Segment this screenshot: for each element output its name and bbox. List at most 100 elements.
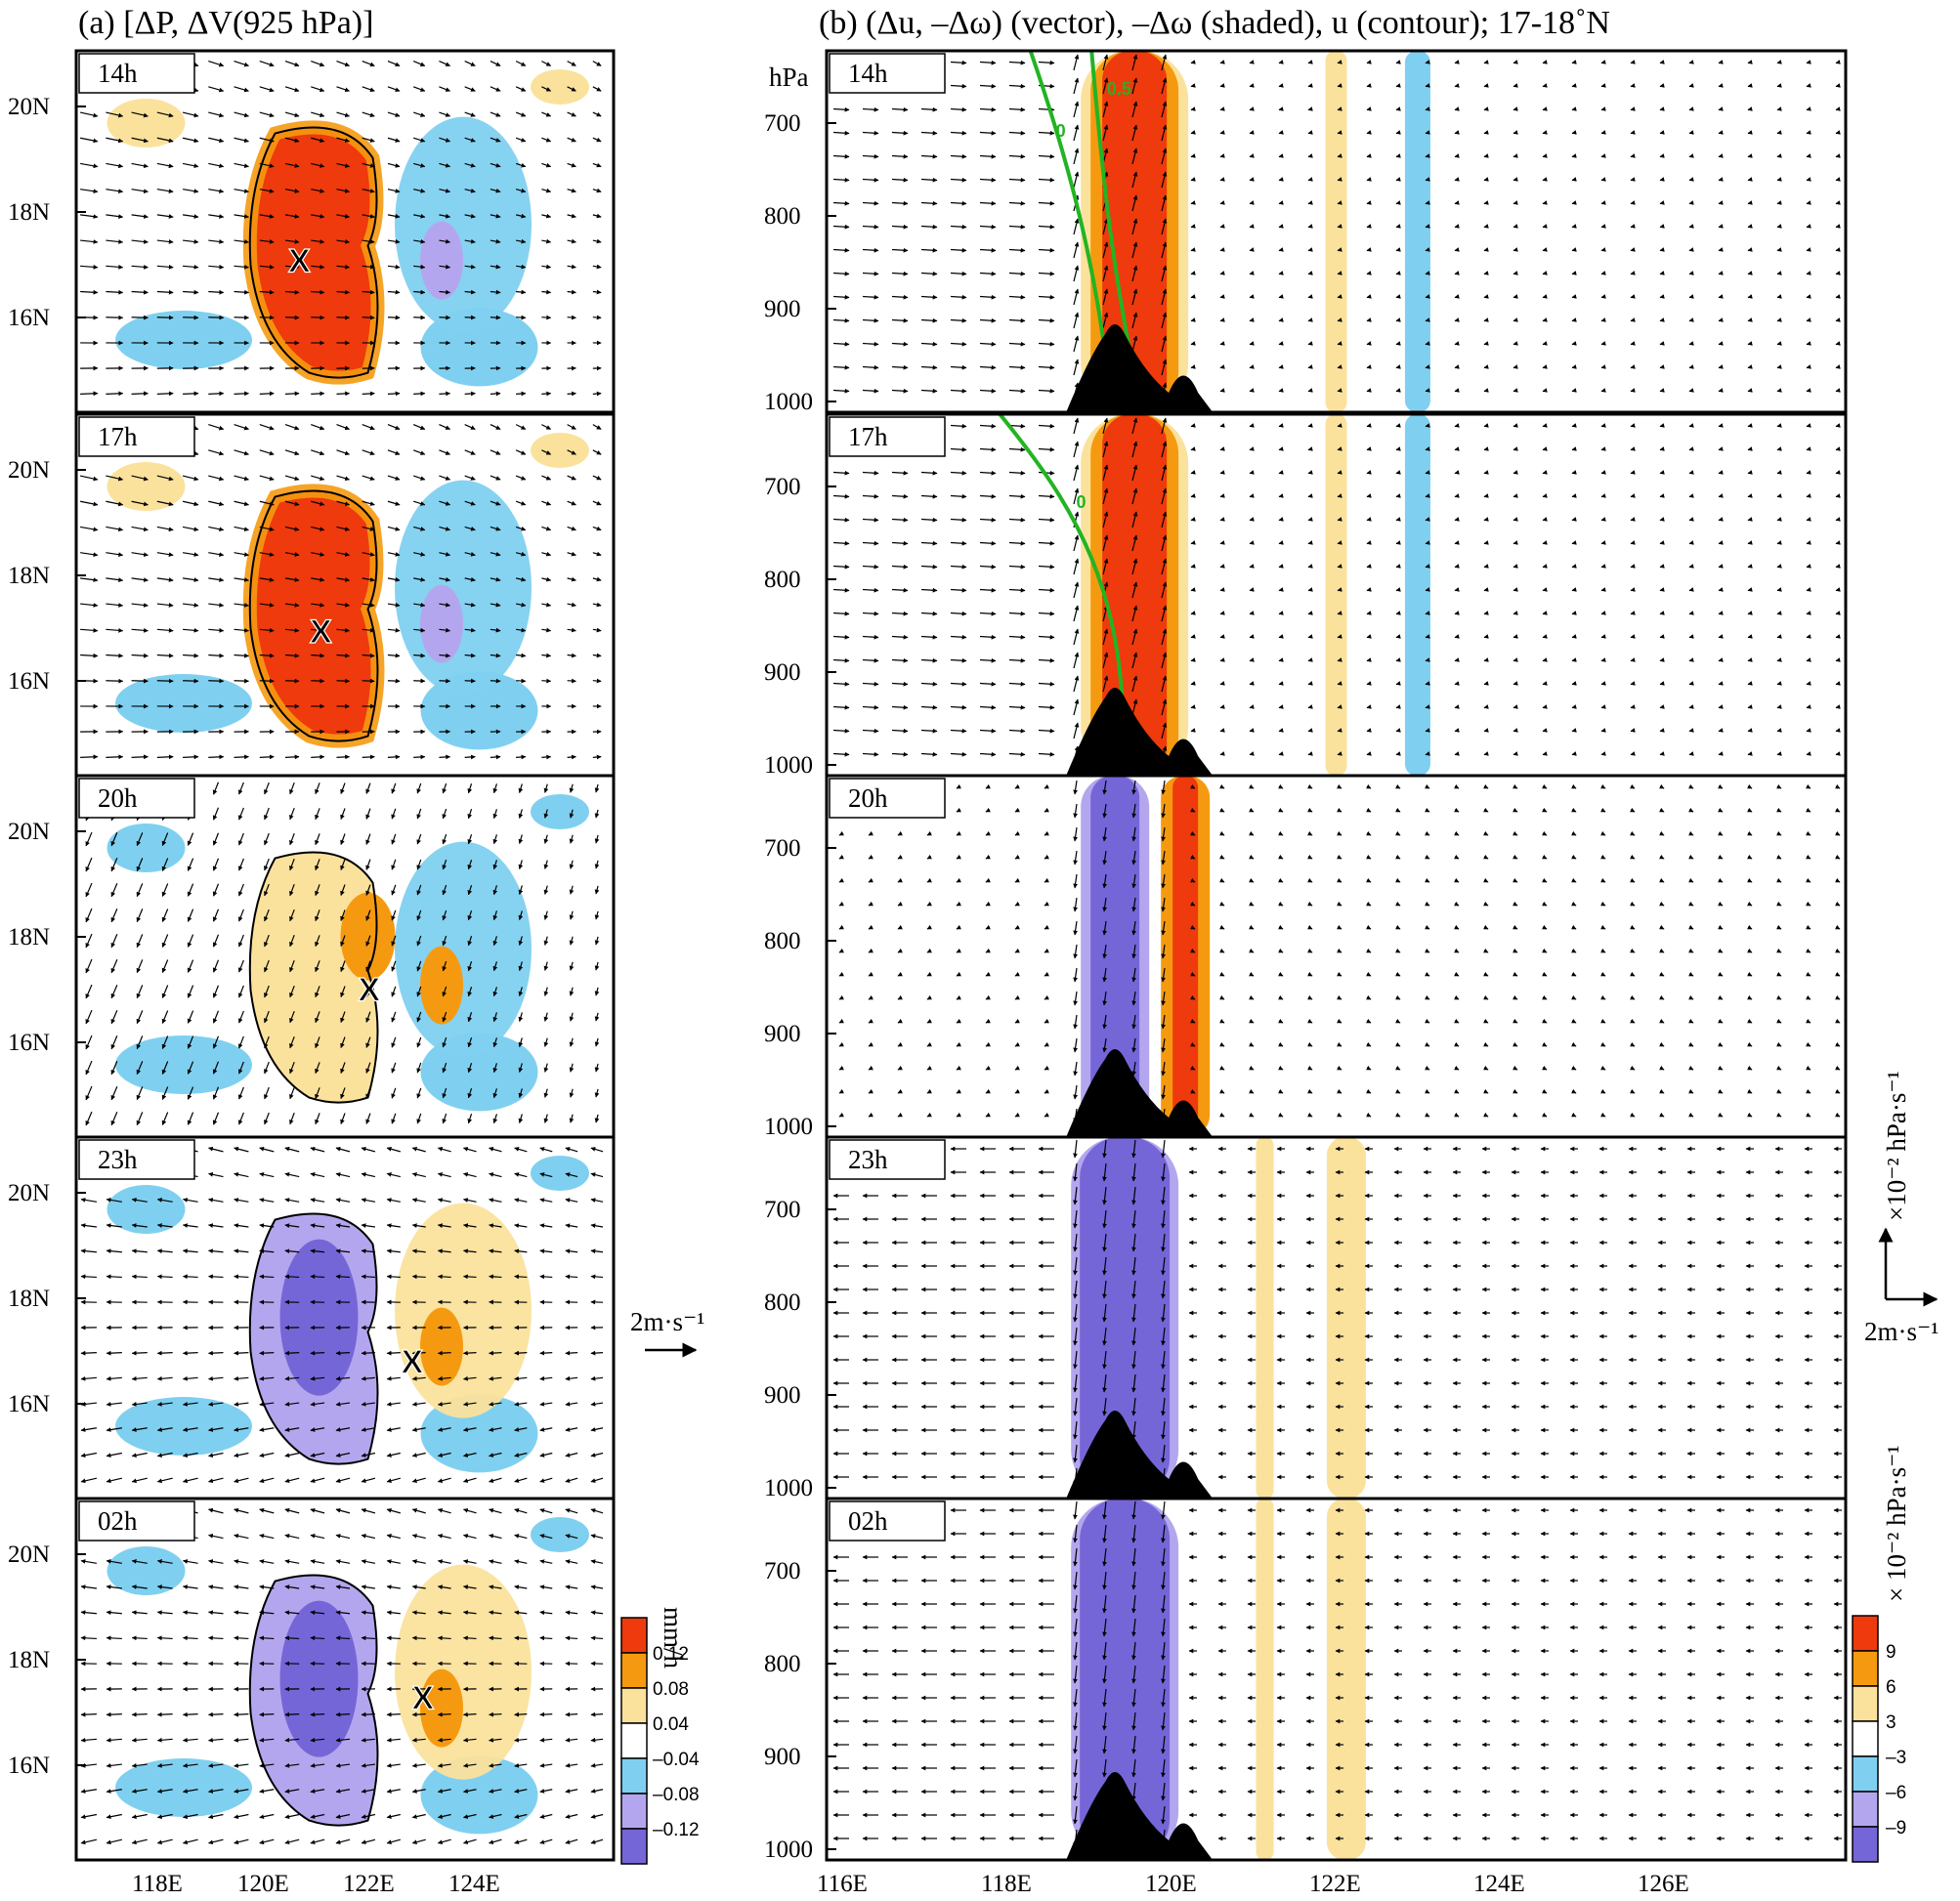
east-shading xyxy=(1256,1137,1274,1499)
wind-vectors xyxy=(85,781,600,1126)
time-tag: 23h xyxy=(78,1139,195,1180)
pressure-tick: 1000 xyxy=(764,1837,813,1863)
pressure-tick-labels: 700 800 900 1000 700 800 900 1000 700 800 900 1000 7… xyxy=(764,110,836,1863)
reference-vector-b: 2m·s⁻¹ ×10⁻² hPa·s⁻¹ xyxy=(1864,1071,1939,1346)
shading-patch xyxy=(115,311,252,369)
time-tag: 17h xyxy=(829,416,946,457)
contour-label-zero: 0 xyxy=(1077,492,1087,512)
colorbar-label: 3 xyxy=(1886,1712,1896,1733)
section-frame xyxy=(825,49,1848,414)
pressure-tick: 700 xyxy=(764,1558,801,1584)
lat-tick: 18N xyxy=(8,1647,50,1673)
pressure-tick: 900 xyxy=(764,659,801,686)
lat-tick: 20N xyxy=(8,94,50,120)
lat-tick: 18N xyxy=(8,1286,50,1312)
time-label: 23h xyxy=(98,1145,138,1174)
shading-patch xyxy=(531,794,589,829)
colorbar-swatch xyxy=(620,1828,648,1865)
lon-tick: 120E xyxy=(237,1871,289,1897)
pressure-tick: 800 xyxy=(764,567,801,593)
time-label: 23h xyxy=(848,1145,888,1174)
east-shading xyxy=(395,116,532,332)
colorbar-b: 9 6 3 –3 –6 –9 xyxy=(1852,1615,1906,1863)
pressure-tick: 1000 xyxy=(764,1114,813,1140)
lat-tick: 20N xyxy=(8,819,50,845)
lat-tick: 18N xyxy=(8,199,50,226)
shading-patch xyxy=(531,433,589,468)
shading-patch xyxy=(531,69,589,105)
east-shading xyxy=(395,1203,532,1418)
flow-vectors xyxy=(832,1500,1842,1848)
pressure-tick: 900 xyxy=(764,296,801,322)
pressure-tick: 800 xyxy=(764,1289,801,1316)
time-label: 20h xyxy=(848,783,888,813)
time-label: 17h xyxy=(98,422,138,451)
colorbar-label: 6 xyxy=(1886,1677,1896,1698)
colorbar-swatch xyxy=(620,1793,648,1830)
colorbar-label: –9 xyxy=(1886,1818,1906,1838)
east-shading xyxy=(1256,1499,1274,1860)
lon-tick: 116E xyxy=(817,1871,868,1897)
map-panel-14h: 14h X xyxy=(74,49,616,414)
track-marker: X xyxy=(359,971,381,1008)
lat-tick: 16N xyxy=(8,1753,50,1779)
wind-vectors xyxy=(80,1507,604,1845)
lon-tick-labels-a: 118E 120E 122E 124E xyxy=(132,1871,500,1897)
section-panel-17h: 0 17h xyxy=(825,412,1848,778)
contour-label-half: 0.5 xyxy=(1107,79,1131,99)
terrain xyxy=(1066,324,1214,412)
east-core-shading xyxy=(420,584,463,663)
pressure-tick: 800 xyxy=(764,1651,801,1677)
lat-tick: 18N xyxy=(8,924,50,950)
time-label: 02h xyxy=(848,1506,888,1536)
coastline xyxy=(248,126,379,379)
coastline xyxy=(248,489,379,742)
reference-vector-a: 2m·s⁻¹ xyxy=(630,1307,704,1358)
track-marker: X xyxy=(310,613,332,651)
colorbar-label: 0.12 xyxy=(653,1644,689,1665)
east-shading xyxy=(1326,1499,1366,1860)
time-tag: 20h xyxy=(829,778,946,819)
section-panel-14h: 0 0.5 14h xyxy=(825,49,1848,414)
lon-tick: 126E xyxy=(1638,1871,1689,1897)
uplift-shading-core xyxy=(1102,51,1168,412)
lon-tick: 120E xyxy=(1145,1871,1197,1897)
colorbar-swatch xyxy=(1852,1650,1879,1687)
uplift-shading-core xyxy=(1102,414,1168,776)
shading-patch xyxy=(107,99,186,148)
colorbar-label: –6 xyxy=(1886,1783,1906,1803)
shading-patch xyxy=(107,462,186,511)
lat-tick: 20N xyxy=(8,1180,50,1206)
lat-tick: 16N xyxy=(8,668,50,695)
pressure-unit: hPa xyxy=(769,63,809,92)
time-tag: 23h xyxy=(829,1139,946,1180)
colorbar-swatch xyxy=(1852,1755,1879,1793)
shading-patch xyxy=(115,1035,252,1094)
colorbar-swatch xyxy=(620,1722,648,1759)
lon-tick: 124E xyxy=(1473,1871,1525,1897)
shading-patch xyxy=(115,1397,252,1456)
track-marker: X xyxy=(412,1680,435,1717)
pressure-tick: 800 xyxy=(764,928,801,954)
time-label: 14h xyxy=(98,59,138,88)
contour-label-zero: 0 xyxy=(1056,121,1066,141)
colorbar-label: 0.08 xyxy=(653,1679,689,1700)
pressure-tick: 900 xyxy=(764,1021,801,1047)
time-tag: 20h xyxy=(78,778,195,819)
island-core-shading xyxy=(340,892,396,981)
pressure-tick: 700 xyxy=(764,110,801,137)
east-shading xyxy=(1325,51,1347,412)
section-panel-20h: 20h xyxy=(825,774,1848,1139)
island-core-shading xyxy=(279,1239,359,1396)
pressure-tick: 700 xyxy=(764,1197,801,1223)
lon-tick: 118E xyxy=(981,1871,1032,1897)
east-shading xyxy=(1404,414,1430,776)
east-shading xyxy=(1325,414,1347,776)
shading-patch xyxy=(531,1156,589,1191)
east-core-shading xyxy=(420,1669,463,1748)
time-label: 20h xyxy=(98,783,138,813)
colorbar-label: –3 xyxy=(1886,1748,1906,1768)
colorbar-label: –0.04 xyxy=(653,1750,700,1770)
lat-tick: 16N xyxy=(8,1391,50,1417)
title-b: (b) (Δu, –Δω) (vector), –Δω (shaded), u … xyxy=(819,5,1610,41)
